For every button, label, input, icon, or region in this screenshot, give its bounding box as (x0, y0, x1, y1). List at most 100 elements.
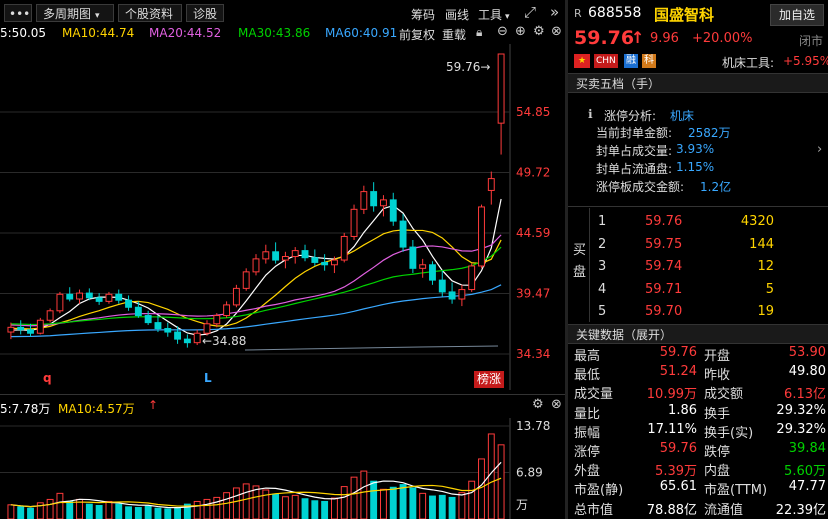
volume-chart[interactable]: 13.78 6.89 万 (0, 418, 565, 519)
limit-analysis-value: 1.15% (676, 160, 715, 174)
volume-bar (154, 507, 162, 519)
low-price-label: ←34.88 (202, 334, 247, 348)
pane-separator (565, 0, 568, 519)
event-marker-l[interactable]: L (204, 371, 212, 385)
volume-bar (458, 492, 466, 519)
diagnose-button[interactable]: 诊股 (186, 4, 224, 22)
limit-analysis-title: 涨停分析: (604, 109, 657, 123)
badge-margin[interactable]: 融 (624, 54, 638, 68)
volume-bar (164, 508, 172, 519)
key-data-label: 开盘 (704, 349, 731, 364)
candle-body (438, 279, 446, 293)
key-data-value: 5.39万 (655, 464, 697, 480)
price-chart[interactable]: 54.85 49.72 44.59 39.47 34.34 (0, 44, 565, 390)
stock-code: 688558 (588, 5, 642, 21)
key-data-label: 跌停 (704, 445, 731, 460)
industry-label[interactable]: 机床工具: (722, 56, 775, 70)
key-data-label: 外盘 (574, 464, 601, 480)
volume-label: 5:7.78万 (0, 402, 51, 416)
badge-star[interactable]: 科 (642, 54, 656, 68)
candle-body (125, 299, 132, 308)
lock-icon[interactable]: 🔒︎ (476, 25, 483, 39)
volume-bar (125, 506, 132, 519)
chevron-right-icon[interactable]: › (817, 142, 823, 157)
add-watchlist-button[interactable]: 加自选 (770, 4, 824, 26)
key-data-value: 49.80 (788, 364, 826, 380)
fullscreen-icon[interactable]: ⤢ (524, 3, 537, 21)
buy-level-volume: 4320 (740, 214, 774, 229)
key-data-header[interactable]: 关键数据（展开） (568, 324, 828, 344)
candle-body (281, 256, 289, 261)
tools-label: 工具 (478, 8, 503, 22)
candle-body (56, 293, 64, 312)
volume-bar (399, 484, 407, 519)
tools-button[interactable]: 工具 ▾ (478, 6, 510, 23)
candle-body (174, 331, 182, 340)
limit-analysis-label: 涨停板成交金额: (596, 180, 685, 194)
zoom-out-icon[interactable]: ⊖ (497, 24, 508, 39)
key-data-label: 昨收 (704, 368, 731, 384)
key-data-label: 成交额 (704, 387, 744, 403)
overlay-button[interactable]: 重载 (442, 28, 467, 42)
collapse-right-icon[interactable]: » (550, 3, 560, 21)
close-volume-icon[interactable]: ⊗ (551, 397, 562, 412)
order-book-divider (568, 206, 828, 207)
volume-bar (36, 502, 44, 519)
stock-profile-button[interactable]: 个股资料 (118, 4, 182, 22)
candle-body (301, 250, 309, 259)
candle-body (105, 293, 113, 302)
event-marker-q[interactable]: q (43, 371, 52, 385)
candle-body (76, 292, 83, 300)
volume-grid (0, 418, 511, 519)
volume-bar (321, 500, 329, 519)
buy-level-row[interactable]: 2 59.75 144 (590, 237, 828, 257)
candle-body (497, 53, 505, 124)
key-data-value: 53.90 (788, 345, 826, 360)
candle-body (7, 326, 15, 333)
buy-level-row[interactable]: 1 59.76 4320 (590, 214, 828, 234)
volume-divider (0, 394, 565, 395)
multi-period-button[interactable]: 多周期图 ▾ (36, 4, 114, 22)
candle-body (291, 250, 299, 258)
adjust-selector[interactable]: 前复权 (399, 28, 436, 42)
volume-bar (370, 480, 378, 519)
volume-bar (174, 507, 182, 519)
zoom-in-icon[interactable]: ⊕ (515, 24, 526, 39)
settings-icon[interactable]: ⚙ (532, 397, 544, 412)
price-grid (0, 44, 511, 390)
volume-ma5-line (10, 461, 502, 509)
candle-body (27, 329, 34, 334)
volume-axis: 13.78 6.89 万 (516, 419, 550, 512)
volume-bars (7, 433, 505, 519)
volume-bar (27, 507, 34, 519)
menu-button[interactable]: ••• (4, 4, 32, 22)
buy-level-row[interactable]: 5 59.70 19 (590, 304, 828, 324)
limit-sector[interactable]: 机床 (670, 109, 695, 123)
candle-body (115, 293, 123, 301)
ma10-line (10, 229, 502, 330)
draw-line-button[interactable]: 画线 (445, 8, 470, 22)
volume-bar (330, 497, 338, 519)
rank-badge[interactable]: 榜涨 (474, 371, 505, 388)
close-chart-icon[interactable]: ⊗ (551, 24, 562, 39)
volume-bar (487, 433, 495, 519)
volume-bar (360, 470, 368, 519)
volume-bar (203, 498, 211, 519)
chip-button[interactable]: 筹码 (411, 8, 436, 22)
settings-icon[interactable]: ⚙ (533, 24, 545, 39)
key-data-value: 29.32% (776, 402, 826, 418)
ma5-label: 5:50.05 (0, 26, 47, 40)
buy-level-row[interactable]: 4 59.71 5 (590, 282, 828, 302)
key-data-label: 最低 (574, 368, 601, 384)
candle-group (7, 53, 505, 348)
candle-body (262, 251, 270, 260)
volume-bar (66, 500, 74, 519)
limit-analysis-label: 封单占成交量: (596, 144, 673, 158)
key-data-value: 10.99万 (646, 387, 697, 403)
limit-analysis-value: 2582万 (688, 126, 731, 140)
market-status: 闭市 (799, 34, 824, 48)
order-book-header[interactable]: 买卖五档（手） (568, 73, 828, 93)
buy-level-row[interactable]: 3 59.74 12 (590, 259, 828, 279)
badge-chn[interactable]: CHN (594, 54, 618, 68)
volume-bar (301, 498, 309, 519)
